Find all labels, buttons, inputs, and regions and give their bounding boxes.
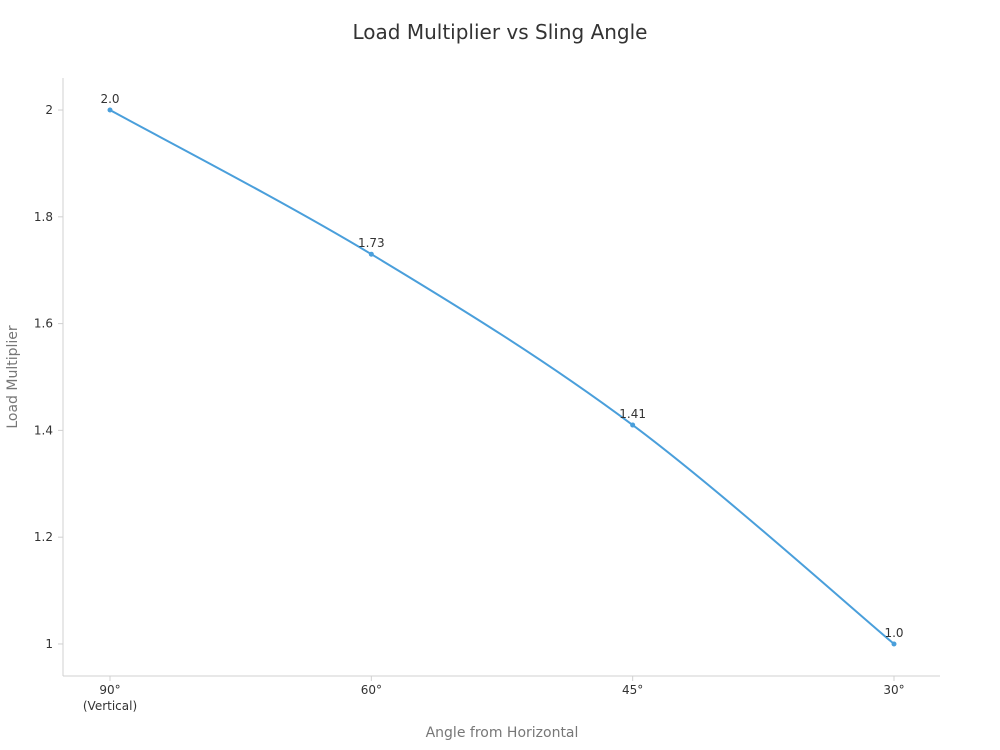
y-tick-label: 1.2 xyxy=(34,530,53,544)
data-point xyxy=(107,107,113,113)
y-tick-label: 1.4 xyxy=(34,423,53,437)
y-tick-label: 1.6 xyxy=(34,317,53,331)
x-tick-label: 30° xyxy=(883,683,904,697)
data-point xyxy=(891,641,897,647)
data-points xyxy=(107,107,897,647)
x-axis-title: Angle from Horizontal xyxy=(426,725,579,741)
y-axis-ticks: 1 1.2 1.4 1.6 1.8 2 xyxy=(34,103,63,651)
x-tick-label: 45° xyxy=(622,683,643,697)
y-tick-label: 1.8 xyxy=(34,210,53,224)
x-tick-label: 90° xyxy=(99,683,120,697)
data-label: 1.73 xyxy=(358,236,385,250)
y-tick-label: 1 xyxy=(45,637,53,651)
data-label: 2.0 xyxy=(100,92,119,106)
data-label: 1.41 xyxy=(619,407,646,421)
x-tick-sublabel: (Vertical) xyxy=(83,699,137,713)
chart-title: Load Multiplier vs Sling Angle xyxy=(353,20,648,44)
data-label: 1.0 xyxy=(884,626,903,640)
data-point xyxy=(368,251,374,257)
series-line xyxy=(109,109,895,645)
x-axis-ticks: 90° (Vertical) 60° 45° 30° xyxy=(83,676,905,713)
x-tick-label: 60° xyxy=(361,683,382,697)
y-axis-title: Load Multiplier xyxy=(5,325,21,429)
data-labels: 2.0 1.73 1.41 1.0 xyxy=(100,92,903,640)
data-point xyxy=(630,422,636,428)
y-tick-label: 2 xyxy=(45,103,53,117)
